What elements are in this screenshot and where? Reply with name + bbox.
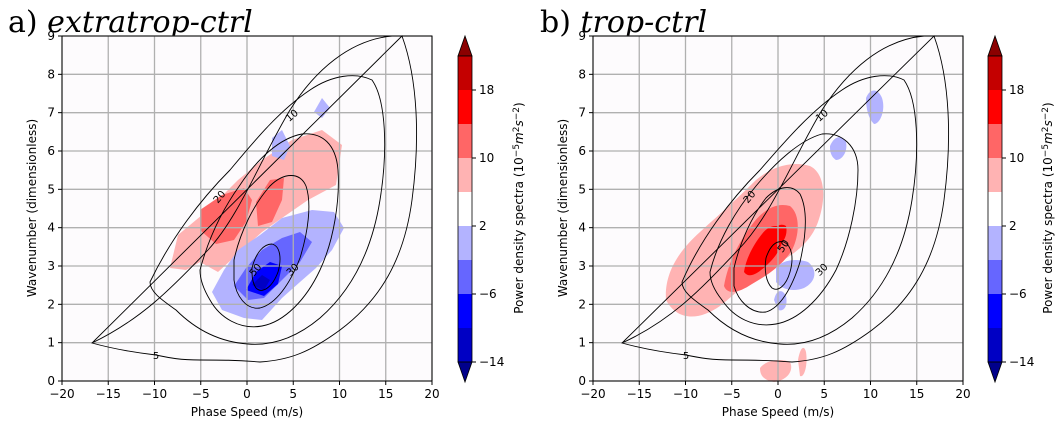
- colorbar-extend-top: [457, 34, 473, 57]
- colorbar-band: [988, 260, 1002, 295]
- colorbar-band: [458, 328, 472, 363]
- panel-a-colorbar-label: Power density spectra (10−5m2s−2): [512, 102, 526, 313]
- colorbar-band: [458, 158, 472, 193]
- x-tick-label: 20: [424, 387, 439, 401]
- colorbar-extend-top: [987, 34, 1003, 57]
- y-tick-label: 9: [47, 29, 55, 43]
- panel-b-contour-lines: [621, 35, 950, 363]
- colorbar-band: [458, 226, 472, 261]
- x-tick-label: 15: [909, 387, 924, 401]
- y-tick-label: 8: [578, 67, 586, 81]
- y-tick-label: 1: [578, 336, 586, 350]
- y-tick-label: 4: [47, 221, 55, 235]
- y-tick-label: 0: [578, 374, 586, 388]
- y-tick-label: 6: [578, 144, 586, 158]
- contour-label: 5: [683, 351, 689, 362]
- colorbar-band: [458, 260, 472, 295]
- x-tick-label: −10: [142, 387, 167, 401]
- x-tick-label: 15: [378, 387, 393, 401]
- x-tick-label: −10: [673, 387, 698, 401]
- colorbar-tick-label: 18: [479, 83, 494, 97]
- y-tick-label: 4: [578, 221, 586, 235]
- x-tick-label: −5: [723, 387, 741, 401]
- colorbar-tick-label: 2: [479, 219, 487, 233]
- colorbar-tick-label: 10: [1009, 151, 1024, 165]
- colorbar-band: [988, 328, 1002, 363]
- colorbar-band: [458, 56, 472, 91]
- colorbar-band: [988, 192, 1002, 227]
- colorbar-band: [458, 192, 472, 227]
- panel-a-x-label: Phase Speed (m/s): [191, 405, 303, 419]
- y-tick-label: 5: [578, 182, 586, 196]
- colorbar-tick-label: 18: [1009, 83, 1024, 97]
- y-tick-label: 9: [578, 29, 586, 43]
- y-tick-label: 2: [578, 297, 586, 311]
- x-tick-label: 0: [243, 387, 251, 401]
- colorbar-band: [988, 294, 1002, 329]
- colorbar-frame: [987, 55, 1003, 363]
- colorbar-extend-bottom: [987, 361, 1003, 384]
- panel-b-title: b) trop-ctrl: [540, 5, 707, 40]
- x-tick-label: −20: [49, 387, 74, 401]
- colorbar-band: [988, 226, 1002, 261]
- colorbar-tick-label: −14: [479, 355, 504, 369]
- colorbar-band: [988, 56, 1002, 91]
- x-tick-label: −20: [580, 387, 605, 401]
- panel-a-title: a) extratrop-ctrl: [8, 5, 253, 40]
- panel-b-y-label: Wavenumber (dimensionless): [556, 119, 570, 297]
- y-tick-label: 2: [47, 297, 55, 311]
- colorbar-tick-label: 10: [479, 151, 494, 165]
- x-tick-label: −5: [192, 387, 210, 401]
- colorbar-extend-bottom: [457, 361, 473, 384]
- x-tick-label: 10: [332, 387, 347, 401]
- y-tick-label: 7: [47, 106, 55, 120]
- colorbar-frame: [457, 55, 473, 363]
- panel-b-x-label: Phase Speed (m/s): [722, 405, 834, 419]
- x-tick-label: 20: [955, 387, 970, 401]
- colorbar-tick-label: 2: [1009, 219, 1017, 233]
- panel-a: a) extratrop-ctrl: [8, 5, 526, 419]
- colorbar-tick-label: −14: [1009, 355, 1034, 369]
- panel-b-x-ticks: −20 −15 −10 −5 0 5 10 15 20: [580, 381, 971, 401]
- colorbar-band: [988, 158, 1002, 193]
- y-tick-label: 5: [47, 182, 55, 196]
- panel-b: b) trop-ctrl: [540, 5, 1055, 419]
- panel-a-contour-lines: [91, 35, 418, 363]
- colorbar-band: [458, 90, 472, 125]
- x-tick-label: 5: [289, 387, 297, 401]
- panel-b-y-ticks: 0 1 2 3 4 5 6 7 8 9: [578, 29, 593, 388]
- x-tick-label: −15: [627, 387, 652, 401]
- colorbar-band: [458, 294, 472, 329]
- colorbar-band: [458, 124, 472, 159]
- y-tick-label: 0: [47, 374, 55, 388]
- panel-a-y-ticks: 0 1 2 3 4 5 6 7 8 9: [47, 29, 62, 388]
- colorbar-tick-label: −6: [479, 287, 497, 301]
- panel-a-filled-contours: [170, 98, 344, 320]
- colorbar-band: [988, 124, 1002, 159]
- y-tick-label: 6: [47, 144, 55, 158]
- y-tick-label: 3: [47, 259, 55, 273]
- y-tick-label: 7: [578, 106, 586, 120]
- x-tick-label: 0: [774, 387, 782, 401]
- x-tick-label: 10: [863, 387, 878, 401]
- y-tick-label: 8: [47, 67, 55, 81]
- y-tick-label: 3: [578, 259, 586, 273]
- x-tick-label: 5: [820, 387, 828, 401]
- panel-a-y-label: Wavenumber (dimensionless): [25, 119, 39, 297]
- y-tick-label: 1: [47, 336, 55, 350]
- panel-b-colorbar-label: Power density spectra (10−5m2s−2): [1041, 102, 1055, 313]
- colorbar-band: [988, 90, 1002, 125]
- colorbar-tick-label: −6: [1009, 287, 1027, 301]
- panel-a-x-ticks: −20 −15 −10 −5 0 5 10 15 20: [49, 381, 440, 401]
- contour-label: 5: [153, 351, 159, 362]
- x-tick-label: −15: [96, 387, 121, 401]
